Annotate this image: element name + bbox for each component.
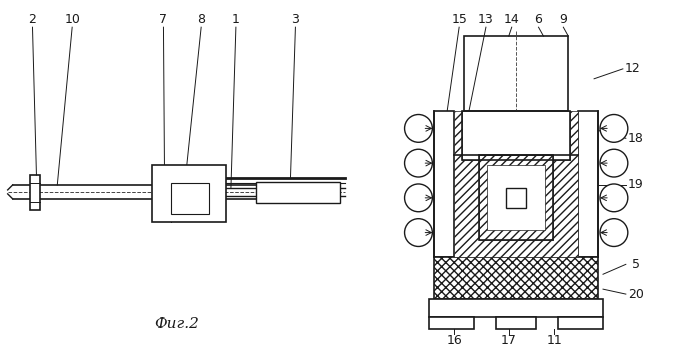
Text: 8: 8 bbox=[197, 13, 206, 26]
Text: 5: 5 bbox=[632, 258, 640, 271]
Text: 10: 10 bbox=[64, 13, 80, 26]
Text: 12: 12 bbox=[625, 62, 641, 76]
Bar bbox=[454, 111, 578, 257]
Text: 16: 16 bbox=[446, 334, 462, 347]
Bar bbox=[578, 111, 598, 257]
Bar bbox=[506, 188, 526, 208]
Text: 19: 19 bbox=[628, 178, 644, 192]
Text: 18: 18 bbox=[628, 132, 644, 145]
Bar bbox=[434, 111, 454, 257]
Circle shape bbox=[405, 149, 433, 177]
Text: 11: 11 bbox=[547, 334, 562, 347]
Bar bbox=[429, 299, 603, 317]
Bar bbox=[559, 317, 603, 329]
Text: 3: 3 bbox=[291, 13, 299, 26]
Circle shape bbox=[600, 149, 628, 177]
Circle shape bbox=[600, 219, 628, 246]
Bar bbox=[464, 36, 568, 111]
Bar bbox=[429, 317, 474, 329]
Circle shape bbox=[600, 184, 628, 212]
Bar bbox=[434, 257, 598, 299]
Text: 13: 13 bbox=[478, 13, 493, 26]
Text: Фиг.2: Фиг.2 bbox=[154, 317, 199, 331]
Bar bbox=[462, 111, 570, 160]
Text: 9: 9 bbox=[559, 13, 568, 26]
Text: 20: 20 bbox=[628, 287, 644, 301]
Text: 14: 14 bbox=[504, 13, 519, 26]
Text: 2: 2 bbox=[29, 13, 36, 26]
Bar bbox=[479, 155, 554, 240]
Circle shape bbox=[600, 115, 628, 142]
Bar bbox=[152, 165, 226, 222]
Bar bbox=[256, 182, 340, 203]
Circle shape bbox=[405, 115, 433, 142]
Circle shape bbox=[405, 219, 433, 246]
Bar bbox=[496, 317, 535, 329]
Bar bbox=[171, 183, 209, 214]
Text: 17: 17 bbox=[500, 334, 517, 347]
Bar bbox=[479, 155, 554, 240]
Circle shape bbox=[405, 184, 433, 212]
Text: 7: 7 bbox=[159, 13, 168, 26]
Bar bbox=[462, 111, 570, 160]
Bar bbox=[31, 175, 41, 210]
Text: 1: 1 bbox=[232, 13, 240, 26]
Bar bbox=[487, 165, 545, 229]
Text: 15: 15 bbox=[452, 13, 467, 26]
Text: 6: 6 bbox=[535, 13, 542, 26]
